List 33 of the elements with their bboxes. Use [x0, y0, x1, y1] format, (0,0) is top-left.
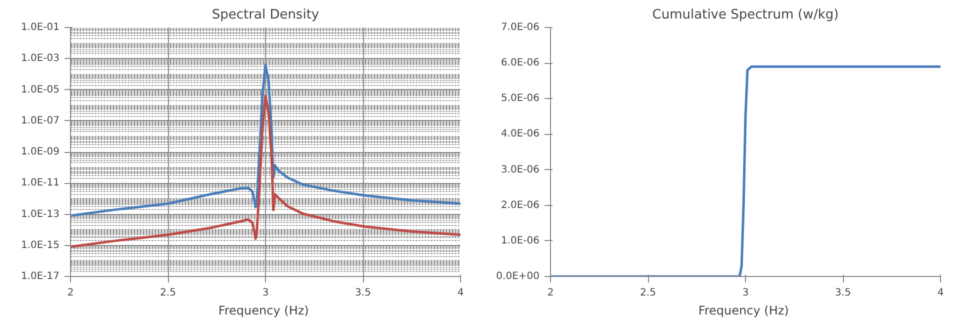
- chart-title: Spectral Density: [212, 8, 320, 22]
- x-tick-label: 3: [742, 288, 749, 298]
- x-tick-label: 3.5: [835, 288, 851, 298]
- y-tick-label: 1.0E-09: [20, 146, 60, 158]
- y-tick-label: 1.0E-15: [20, 240, 60, 251]
- y-tick-label: 1.0E-06: [500, 235, 540, 246]
- x-axis-title: Frequency (Hz): [698, 304, 789, 318]
- y-tick-label: 0.0E+00: [496, 271, 540, 282]
- y-tick-label: 2.0E-06: [500, 200, 540, 211]
- x-tick-label: 3: [262, 288, 269, 298]
- y-tick-label: 5.0E-06: [500, 93, 540, 104]
- chart-title: Cumulative Spectrum (w/kg): [652, 8, 839, 22]
- y-tick-label: 7.0E-06: [500, 22, 540, 33]
- x-tick-label: 4: [457, 288, 464, 298]
- x-tick-label: 2: [67, 288, 74, 298]
- x-tick-label: 2: [547, 288, 554, 298]
- x-axis-title: Frequency (Hz): [218, 304, 309, 318]
- y-tick-label: 1.0E-13: [20, 208, 60, 220]
- x-tick-label: 2.5: [640, 288, 656, 298]
- y-tick-label: 4.0E-06: [500, 128, 540, 140]
- y-tick-label: 6.0E-06: [500, 58, 540, 69]
- y-tick-label: 1.0E-03: [20, 53, 60, 64]
- y-tick-label: 3.0E-06: [500, 164, 540, 176]
- y-tick-label: 1.0E-01: [20, 22, 60, 33]
- x-tick-label: 3.5: [355, 288, 371, 298]
- line-series: [70, 64, 460, 217]
- y-tick-label: 1.0E-07: [20, 115, 60, 126]
- y-tick-label: 1.0E-11: [20, 178, 60, 189]
- x-tick-label: 4: [937, 288, 944, 298]
- y-tick-label: 1.0E-05: [20, 84, 60, 96]
- x-tick-label: 2.5: [160, 288, 176, 298]
- y-tick-label: 1.0E-17: [20, 271, 60, 282]
- line-series: [70, 94, 460, 248]
